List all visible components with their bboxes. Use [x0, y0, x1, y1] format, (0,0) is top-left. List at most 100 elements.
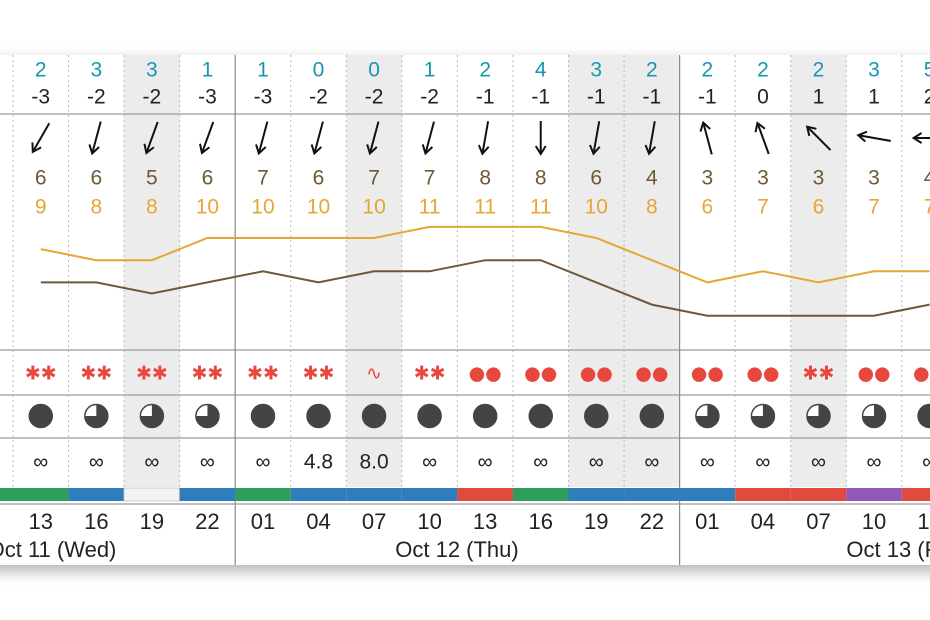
visibility: ∞: [811, 451, 826, 474]
arrow-shaft: [201, 121, 215, 153]
wind-speed: 7: [368, 167, 380, 190]
arrow-head: [199, 143, 211, 155]
wind-arrow: [143, 121, 159, 155]
visibility: ∞: [755, 451, 770, 474]
gust: 7: [924, 196, 930, 219]
cloud-cover: [529, 404, 553, 428]
top-value: 3: [868, 59, 880, 82]
top-value: 2: [35, 59, 47, 82]
visibility: ∞: [422, 451, 437, 474]
wind-arrow: [255, 121, 269, 156]
visibility: ∞: [867, 451, 882, 474]
condition-bar: [235, 488, 291, 501]
grid: [0, 55, 930, 565]
arrow-shaft: [807, 126, 832, 151]
cloud-cover: [640, 404, 664, 428]
condition-bar: [68, 488, 125, 501]
gust-line: [40, 225, 930, 284]
hour-label: 13: [473, 509, 497, 534]
day-label: Oct 12 (Thu): [395, 537, 518, 562]
hour-label: 16: [528, 509, 552, 534]
condition-bar: [679, 488, 736, 501]
visibility: ∞: [533, 451, 548, 474]
condition-bar: [568, 488, 625, 501]
gust: 11: [419, 196, 441, 219]
top-value: 3: [590, 59, 602, 82]
arrow-head: [805, 125, 817, 137]
arrow-head: [589, 144, 601, 156]
wind-speed: 3: [813, 167, 825, 190]
precip-symbol: ✱✱: [303, 363, 335, 385]
wind-arrow: [366, 121, 380, 156]
visibility: ∞: [144, 451, 159, 474]
top-value: 3: [146, 59, 158, 82]
visibility: ∞: [478, 451, 493, 474]
top-value: 2: [702, 59, 714, 82]
gust: 9: [35, 196, 47, 219]
precip-symbol: ✱✱: [136, 363, 168, 385]
top-value: 3: [90, 59, 102, 82]
second-value: -1: [642, 86, 661, 109]
arrow-head: [644, 144, 657, 156]
precip-symbol: ●●: [913, 363, 930, 385]
arrow-shaft: [145, 121, 159, 153]
second-value: -1: [587, 86, 606, 109]
arrow-head: [421, 144, 434, 156]
precip-symbol: ✱✱: [247, 363, 279, 385]
arrow-head: [31, 142, 42, 154]
speed-line: [40, 259, 930, 317]
gust: 10: [307, 196, 330, 219]
second-value: 1: [868, 86, 880, 109]
cloud-cover: [418, 404, 442, 428]
gust: 10: [251, 196, 274, 219]
cloud-cover: [473, 404, 497, 428]
marks: 2-369✱✱∞133-268✱✱∞163-258✱✱∞191-3610✱✱∞2…: [0, 59, 930, 562]
arrow-head: [310, 144, 322, 156]
condition-bar: [901, 488, 930, 501]
wind-speed: 8: [479, 167, 491, 190]
gust: 11: [474, 196, 496, 219]
cloud-cover: [862, 404, 886, 428]
precip-symbol: ✱✱: [192, 363, 224, 385]
hour-label: 19: [140, 509, 164, 534]
condition-bar: [457, 488, 513, 501]
arrow-shaft: [648, 121, 656, 153]
gust: 11: [530, 196, 552, 219]
precip-symbol: ✱✱: [25, 363, 57, 385]
hour-label: 10: [417, 509, 441, 534]
visibility: ∞: [700, 451, 715, 474]
arrow-head: [88, 144, 100, 156]
precip-symbol: ●●: [635, 363, 668, 385]
wind-speed: 4: [924, 167, 930, 190]
wind-arrow: [477, 121, 490, 156]
hour-label: 07: [362, 509, 386, 534]
condition-bar: [624, 488, 680, 501]
cloud-cover: [362, 404, 386, 428]
condition-bar: [846, 488, 902, 501]
second-value: -2: [143, 86, 162, 109]
gust: 6: [702, 196, 714, 219]
precip-symbol: ✱✱: [80, 363, 112, 385]
condition-bar: [290, 488, 347, 501]
arrow-shaft: [313, 121, 324, 153]
cloud-cover: [918, 404, 930, 428]
wind-arrow: [88, 121, 102, 156]
precip-symbol: ●●: [580, 363, 613, 385]
wind-arrow: [699, 120, 713, 155]
second-value: -3: [31, 86, 50, 109]
top-value: 2: [479, 59, 491, 82]
condition-bar: [123, 487, 181, 502]
hour-label: 04: [751, 509, 775, 534]
day-label: Oct 11 (Wed): [0, 537, 116, 562]
wind-speed: 3: [702, 167, 714, 190]
visibility: ∞: [255, 451, 270, 474]
wind-arrow: [534, 121, 547, 156]
hour-label: 13: [29, 509, 53, 534]
hour-label: 16: [84, 509, 108, 534]
hour-label: 19: [584, 509, 608, 534]
visibility: ∞: [589, 451, 604, 474]
wind-arrow: [856, 130, 891, 143]
visibility: ∞: [200, 451, 215, 474]
precip-symbol: ✱✱: [414, 363, 446, 385]
